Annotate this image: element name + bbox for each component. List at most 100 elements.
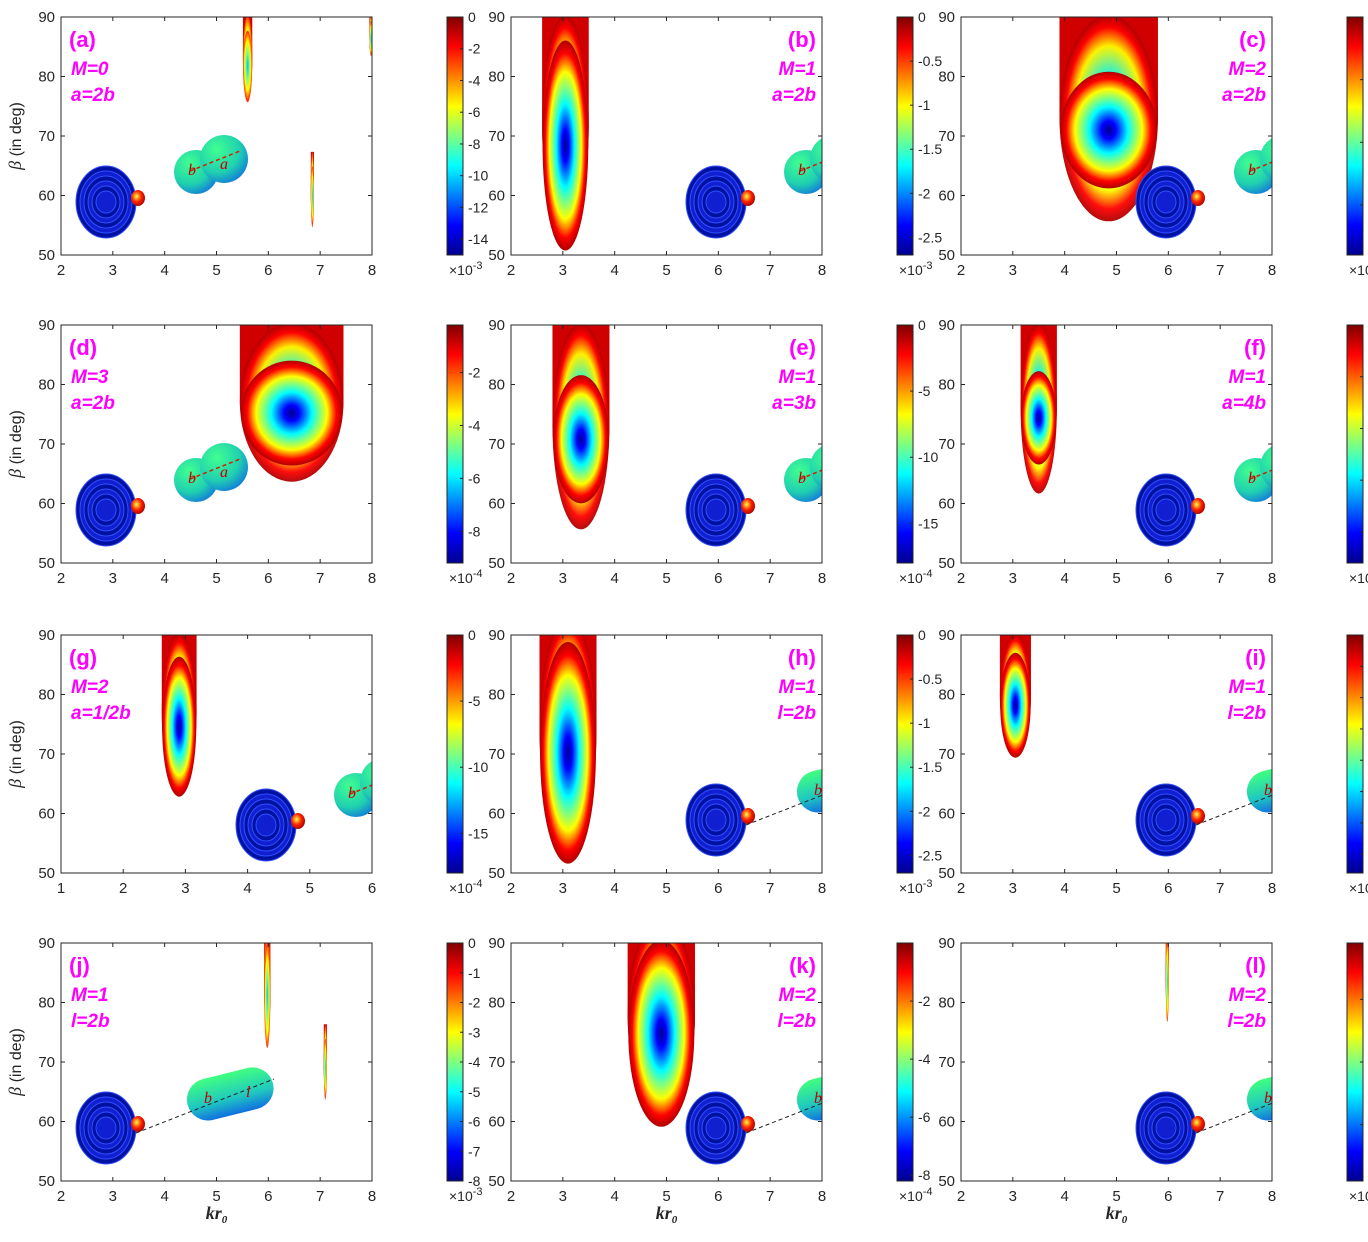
axis-line <box>745 1102 822 1134</box>
x-tick-label: 3 <box>109 570 117 587</box>
colorbar-exponent: ×10-4 <box>1349 878 1368 896</box>
x-tick-label: 8 <box>1268 880 1276 897</box>
x-tick-label: 8 <box>818 880 826 897</box>
y-tick-label: 90 <box>38 627 55 644</box>
x-tick-label: 6 <box>714 880 722 897</box>
x-tick-label: 2 <box>507 1188 515 1205</box>
x-tick-label: 5 <box>662 1188 670 1205</box>
x-tick-label: 7 <box>766 1188 774 1205</box>
colorbar-tick-label: -2 <box>918 185 931 201</box>
heat-region-tail <box>323 1038 327 1098</box>
x-tick-label: 3 <box>559 570 567 587</box>
x-tick-label: 6 <box>1164 262 1172 279</box>
heat-region-tail <box>628 943 695 1127</box>
inset-label-b: b <box>814 782 822 799</box>
x-tick-label: 4 <box>610 880 618 897</box>
capsule-body <box>796 759 822 813</box>
panel-id: (g) <box>69 645 97 670</box>
y-axis-unit: (in deg) <box>8 410 25 464</box>
y-tick-label: 50 <box>488 1173 505 1190</box>
axis-line <box>135 1078 275 1134</box>
source-ring <box>705 190 727 214</box>
heat-region-tail <box>1020 371 1057 465</box>
y-tick-label: 60 <box>38 806 55 823</box>
x-tick-label: 2 <box>119 880 127 897</box>
panel-shape-label: l=2b <box>777 703 816 724</box>
source-tip <box>1191 498 1205 514</box>
axis-line <box>1195 794 1272 826</box>
panel-shape-label: a=2b <box>1222 85 1266 106</box>
colorbar <box>896 16 914 256</box>
y-tick-label: 80 <box>38 69 55 86</box>
x-tick-label: 3 <box>1009 262 1017 279</box>
plot-area <box>961 325 1272 563</box>
source-ring <box>705 1116 727 1140</box>
y-tick-label: 70 <box>488 746 505 763</box>
capsule-body <box>796 1067 822 1121</box>
axis-line <box>799 469 822 480</box>
source-ring <box>95 1116 117 1140</box>
x-tick-label: 4 <box>160 1188 168 1205</box>
y-axis-label: β (in deg) <box>5 410 25 479</box>
sphere-a <box>200 135 248 183</box>
x-tick-label: 3 <box>1009 1188 1017 1205</box>
x-tick-label: 2 <box>57 1188 65 1205</box>
colorbar <box>446 324 464 564</box>
y-tick-label: 90 <box>938 9 955 26</box>
colorbar-tick-label: -5 <box>468 693 481 709</box>
source-tip <box>131 1116 145 1132</box>
capsule-body <box>1246 759 1272 813</box>
panel-shape-label: a=4b <box>1222 393 1266 414</box>
y-tick-label: 60 <box>938 1114 955 1131</box>
panel-shape-label: l=2b <box>777 1011 816 1032</box>
panel-i: bl23456785060708090(i)M=1l=2b-1-2-3-4-5-… <box>938 627 1368 897</box>
colorbar <box>446 16 464 256</box>
source-ring <box>1155 1116 1177 1140</box>
y-tick-label: 90 <box>488 627 505 644</box>
panel-shape-label: l=2b <box>71 1011 110 1032</box>
panel-shape-label: a=2b <box>71 393 115 414</box>
panel-id: (k) <box>789 953 816 978</box>
inset-label-b: b <box>348 785 356 802</box>
x-tick-label: 2 <box>957 262 965 279</box>
source-ring <box>95 190 117 214</box>
colorbar-tick-label: -6 <box>468 470 481 486</box>
sphere-a <box>810 138 822 180</box>
inset-label-b: b <box>188 470 196 487</box>
source-tip <box>741 808 755 824</box>
colorbar-tick-label: -6 <box>468 1114 481 1130</box>
colorbar-tick-label: -15 <box>918 515 938 531</box>
sphere-a <box>810 446 822 488</box>
y-tick-label: 80 <box>938 377 955 394</box>
x-tick-label: 3 <box>559 1188 567 1205</box>
y-tick-label: 90 <box>938 317 955 334</box>
y-tick-label: 60 <box>38 188 55 205</box>
x-tick-label: 5 <box>1112 570 1120 587</box>
y-axis-label: β (in deg) <box>5 1028 25 1097</box>
panel-mode-label: M=1 <box>779 367 817 388</box>
inset-label-a: a <box>220 156 228 173</box>
inset-label-l: l <box>1306 1084 1311 1101</box>
panel-id: (f) <box>1244 335 1266 360</box>
panel-f: ba23456785060708090(f)M=1a=4b-2-4-6-8×10… <box>938 317 1368 587</box>
y-tick-label: 70 <box>488 436 505 453</box>
axis-line <box>189 150 241 172</box>
axis-line <box>1249 161 1272 172</box>
inset-label-b: b <box>814 1090 822 1107</box>
panel-id: (a) <box>69 27 96 52</box>
panel-mode-label: M=2 <box>1229 59 1267 80</box>
colorbar-tick-label: -10 <box>468 168 488 184</box>
panel-mode-label: M=2 <box>1229 985 1267 1006</box>
panel-id: (b) <box>788 27 816 52</box>
y-tick-label: 90 <box>488 317 505 334</box>
heat-region-tail <box>1165 943 1169 1022</box>
y-tick-label: 60 <box>488 806 505 823</box>
colorbar-exponent: ×10-3 <box>449 260 483 278</box>
y-tick-label: 80 <box>938 687 955 704</box>
y-tick-label: 50 <box>938 247 955 264</box>
x-axis-sub: 0 <box>1122 1214 1128 1226</box>
